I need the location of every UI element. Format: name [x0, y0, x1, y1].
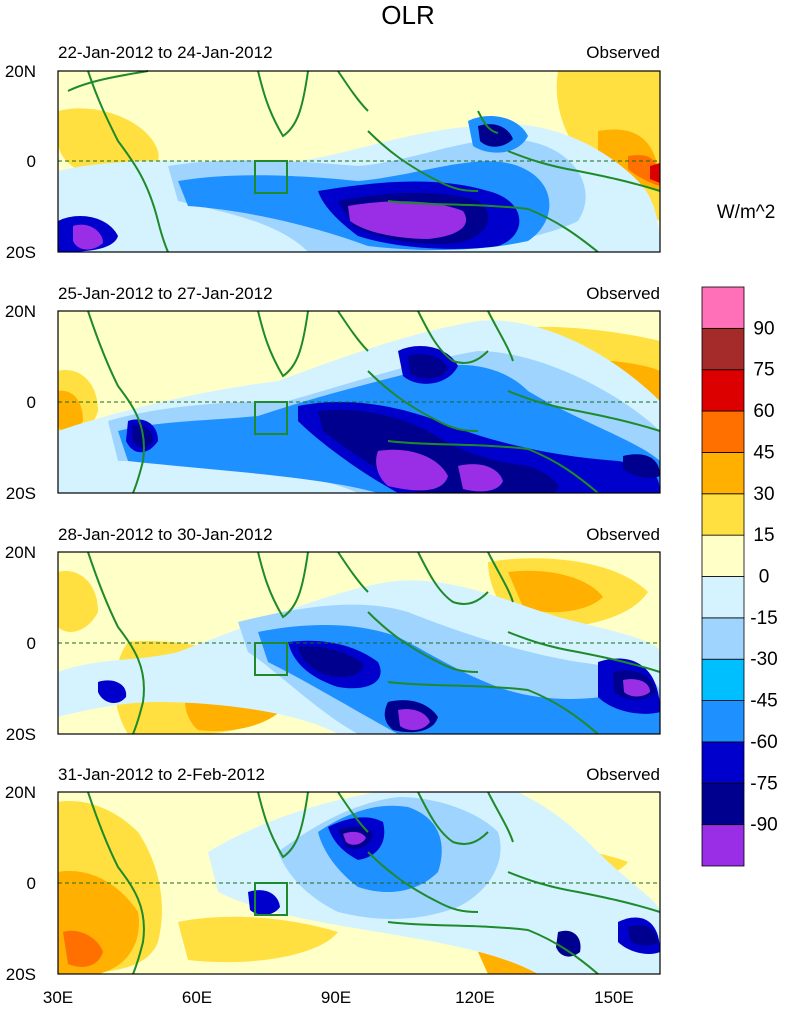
- x-tick-150e: 150E: [594, 988, 634, 1007]
- panel-3-date-range: 28-Jan-2012 to 30-Jan-2012: [58, 525, 273, 544]
- colorbar-label: 15: [753, 525, 774, 546]
- olr-contour-negative: [408, 354, 448, 379]
- index-box: [254, 642, 288, 676]
- colorbar-label: -15: [750, 608, 777, 629]
- panel-3-label: Observed: [586, 525, 660, 544]
- y-tick-20s: 20S: [6, 243, 36, 262]
- coastline: [87, 310, 661, 494]
- olr-contour-negative: [318, 409, 559, 493]
- map-panel-1: [57, 70, 661, 253]
- colorbar-label: -45: [750, 691, 777, 712]
- colorbar-swatch: [701, 493, 745, 536]
- colorbar-swatch: [701, 534, 745, 577]
- x-tick-30e: 30E: [43, 988, 73, 1007]
- colorbar-swatch: [701, 452, 745, 495]
- y-tick-20s: 20S: [6, 484, 36, 503]
- colorbar-swatch: [701, 658, 745, 701]
- colorbar-swatch: [701, 782, 745, 826]
- y-tick-20n: 20N: [5, 543, 36, 562]
- colorbar-swatch: [701, 410, 745, 453]
- olr-contour-negative: [623, 454, 660, 479]
- map-panel-3: [57, 551, 661, 735]
- y-tick-20n: 20N: [5, 62, 36, 81]
- olr-contour-positive: [58, 571, 98, 632]
- olr-contour-positive: [650, 163, 660, 183]
- panel-2-date-range: 25-Jan-2012 to 27-Jan-2012: [58, 284, 273, 303]
- panel-frame: [57, 70, 661, 253]
- coastline: [87, 791, 661, 975]
- figure-title: OLR: [381, 0, 434, 30]
- colorbar: [701, 286, 745, 867]
- colorbar-label: -60: [750, 732, 777, 753]
- index-box: [254, 882, 288, 916]
- y-tick-eq: 0: [27, 874, 36, 893]
- colorbar-label: 90: [753, 318, 774, 339]
- panel-frame: [57, 551, 661, 735]
- olr-contour-positive: [508, 570, 603, 613]
- map-panel-4: [57, 791, 661, 975]
- y-tick-20s: 20S: [6, 965, 36, 984]
- olr-contour-negative: [628, 925, 658, 946]
- olr-contour-negative: [458, 464, 503, 492]
- olr-contour-negative: [98, 680, 127, 704]
- colorbar-swatch: [701, 741, 745, 784]
- panel-4-date-range: 31-Jan-2012 to 2-Feb-2012: [58, 765, 265, 784]
- coastline: [67, 70, 661, 253]
- colorbar-swatch: [701, 369, 745, 412]
- index-box: [254, 401, 288, 435]
- olr-contour-negative: [556, 930, 581, 957]
- olr-contour-negative: [398, 709, 430, 731]
- olr-contour-negative: [298, 646, 363, 677]
- y-tick-eq: 0: [27, 393, 36, 412]
- panel-frame: [57, 310, 661, 494]
- map-panel-2: [57, 310, 661, 494]
- colorbar-swatch: [701, 327, 745, 371]
- colorbar-label: 0: [759, 567, 770, 588]
- colorbar-swatch: [701, 286, 745, 329]
- olr-contour-negative: [478, 124, 513, 147]
- colorbar-label: -90: [750, 815, 777, 836]
- panel-4-label: Observed: [586, 765, 660, 784]
- y-tick-eq: 0: [27, 152, 36, 171]
- colorbar-label: 75: [753, 360, 774, 381]
- x-tick-120e: 120E: [455, 988, 495, 1007]
- panel-2-label: Observed: [586, 284, 660, 303]
- y-tick-20n: 20N: [5, 783, 36, 802]
- y-tick-20s: 20S: [6, 725, 36, 744]
- colorbar-units: W/m^2: [717, 202, 776, 223]
- olr-contour-negative: [376, 449, 448, 491]
- coastline: [87, 551, 661, 735]
- olr-contour-negative: [348, 201, 467, 239]
- panel-1-label: Observed: [586, 43, 660, 62]
- olr-contour-positive: [63, 930, 103, 967]
- y-tick-20n: 20N: [5, 302, 36, 321]
- colorbar-swatch: [701, 576, 745, 619]
- colorbar-swatch: [701, 824, 745, 867]
- colorbar-label: 60: [753, 401, 774, 422]
- colorbar-labels: -90 -75 -60 -45 -30 -15 0 15 30 45 60 75 90: [750, 318, 777, 835]
- x-tick-90e: 90E: [321, 988, 351, 1007]
- panel-frame: [57, 791, 661, 975]
- y-tick-eq: 0: [27, 634, 36, 653]
- colorbar-swatch: [701, 700, 745, 743]
- index-box: [254, 160, 288, 194]
- olr-contour-negative: [73, 224, 103, 250]
- colorbar-label: 30: [753, 484, 774, 505]
- colorbar-label: -75: [750, 773, 777, 794]
- colorbar-swatch: [701, 617, 745, 660]
- colorbar-label: 45: [753, 442, 774, 463]
- olr-contour-negative: [343, 831, 366, 845]
- x-tick-60e: 60E: [182, 988, 212, 1007]
- olr-contour-negative: [623, 679, 650, 697]
- olr-contour-positive: [58, 390, 83, 433]
- panel-1-date-range: 22-Jan-2012 to 24-Jan-2012: [58, 43, 273, 62]
- colorbar-label: -30: [750, 649, 777, 670]
- olr-contour-positive: [178, 916, 338, 963]
